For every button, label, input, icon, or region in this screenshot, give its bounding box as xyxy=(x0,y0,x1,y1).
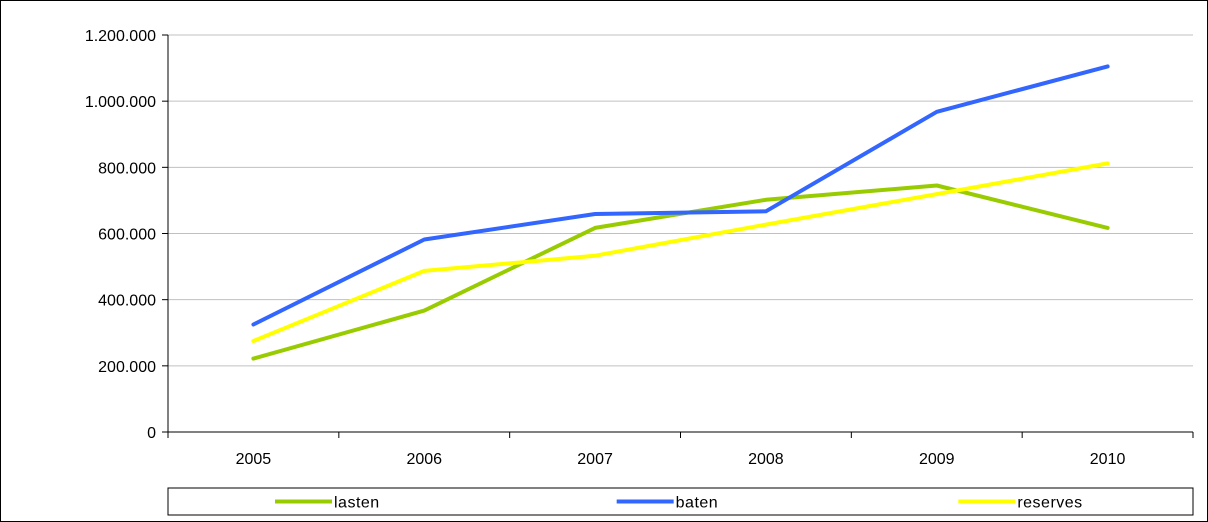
x-tick-label: 2007 xyxy=(577,451,613,468)
y-tick-label: 600.000 xyxy=(98,227,156,244)
legend-box xyxy=(167,487,1194,516)
y-tick-label: 1.200.000 xyxy=(85,28,156,45)
y-axis-ticks: 0 200.000 400.000 600.000 800.000 1.000.000 1.… xyxy=(85,28,168,442)
legend-label-reserves: reserves xyxy=(1017,495,1082,512)
x-tick-label: 2010 xyxy=(1090,451,1126,468)
gridlines xyxy=(168,34,1193,367)
series-line-reserves xyxy=(251,161,1110,343)
series-line-baten xyxy=(251,64,1110,327)
legend: lasten baten reserves xyxy=(167,487,1194,516)
x-tick-label: 2005 xyxy=(236,451,272,468)
x-axis-ticks: 2005 2006 2007 2008 2009 2010 xyxy=(167,432,1194,468)
y-tick-label: 200.000 xyxy=(98,359,156,376)
x-tick-label: 2009 xyxy=(919,451,955,468)
y-tick-label: 400.000 xyxy=(98,293,156,310)
y-tick-label: 0 xyxy=(147,425,156,442)
y-tick-label: 1.000.000 xyxy=(85,94,156,111)
legend-label-baten: baten xyxy=(676,495,719,512)
y-tick-label: 800.000 xyxy=(98,160,156,177)
x-tick-label: 2008 xyxy=(748,451,784,468)
x-tick-label: 2006 xyxy=(406,451,442,468)
series-lines xyxy=(251,64,1110,361)
legend-label-lasten: lasten xyxy=(334,495,380,512)
